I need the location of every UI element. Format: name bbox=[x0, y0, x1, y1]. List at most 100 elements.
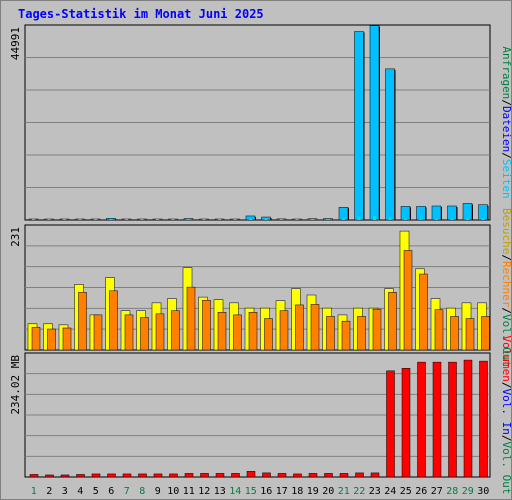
x-tick-label: 23 bbox=[369, 486, 381, 497]
x-tick-label: 30 bbox=[477, 486, 489, 497]
sites-bar bbox=[217, 312, 227, 351]
volume-bar bbox=[293, 473, 302, 478]
x-tick-label: 18 bbox=[291, 486, 303, 497]
volume-bar bbox=[308, 473, 318, 478]
volume-bar bbox=[60, 474, 70, 478]
sites-bar bbox=[310, 304, 320, 351]
volume-bar bbox=[215, 473, 225, 478]
legend-entry: Vol. In bbox=[500, 389, 512, 435]
right-legend: Anfragen/Dateien/Seiten bbox=[500, 46, 512, 198]
volume-bar bbox=[463, 359, 473, 478]
x-tick-label: 15 bbox=[245, 486, 257, 497]
hits-bar bbox=[478, 204, 488, 221]
x-tick-label: 21 bbox=[338, 486, 350, 497]
y-axis-max-label: 234.02 MB bbox=[9, 355, 22, 415]
y-axis-max-label: 231 bbox=[9, 227, 22, 247]
volume-bar bbox=[479, 360, 488, 478]
sites-bar bbox=[62, 327, 72, 351]
pages-bar bbox=[187, 219, 190, 220]
x-tick-label: 29 bbox=[462, 486, 474, 497]
right-legend: Besuche/Rechner/Vol. Out bbox=[500, 208, 512, 367]
legend-entry: Seiten bbox=[500, 159, 512, 199]
x-tick-label: 9 bbox=[155, 486, 161, 497]
x-tick-label: 6 bbox=[108, 486, 114, 497]
sites-bar bbox=[140, 317, 149, 351]
volume-bar bbox=[107, 473, 116, 478]
pages-bar bbox=[311, 219, 314, 220]
x-tick-label: 19 bbox=[307, 486, 319, 497]
pages-bar bbox=[233, 219, 237, 220]
pages-bar bbox=[342, 218, 345, 220]
sites-bar bbox=[31, 327, 41, 351]
legend-entry: Dateien bbox=[500, 106, 512, 152]
x-tick-label: 24 bbox=[384, 486, 396, 497]
pages-bar bbox=[357, 216, 361, 220]
x-tick-label: 8 bbox=[139, 486, 145, 497]
pages-bar bbox=[94, 219, 97, 220]
volume-bar bbox=[417, 361, 426, 478]
x-tick-label: 27 bbox=[431, 486, 443, 497]
sites-bar bbox=[465, 318, 475, 351]
hits-bar bbox=[431, 205, 442, 221]
pages-bar bbox=[481, 218, 485, 220]
pages-bar bbox=[466, 218, 469, 220]
sites-bar bbox=[403, 250, 413, 351]
legend-entry: / bbox=[500, 254, 512, 261]
x-tick-label: 1 bbox=[31, 486, 37, 497]
volume-bar bbox=[339, 473, 349, 478]
sites-bar bbox=[372, 308, 382, 351]
sites-bar bbox=[155, 313, 165, 351]
sites-bar bbox=[109, 290, 118, 351]
pages-bar bbox=[373, 216, 376, 220]
pages-bar bbox=[419, 218, 423, 220]
volume-bar bbox=[370, 472, 380, 478]
x-tick-label: 11 bbox=[183, 486, 195, 497]
sites-bar bbox=[47, 328, 56, 351]
pages-bar bbox=[47, 219, 51, 220]
pages-bar bbox=[125, 219, 128, 220]
pages-bar bbox=[295, 219, 299, 220]
volume-bar bbox=[45, 474, 54, 478]
sites-bar bbox=[171, 310, 180, 351]
pages-bar bbox=[450, 218, 454, 220]
sites-bar bbox=[248, 312, 258, 351]
sites-bar bbox=[78, 292, 87, 351]
sites-bar bbox=[357, 316, 366, 351]
right-legend: Volumen/Vol. In/Vol. Out bbox=[500, 336, 512, 495]
volume-bar bbox=[246, 471, 256, 478]
volume-bar bbox=[355, 472, 364, 478]
pages-bar bbox=[264, 219, 268, 220]
sites-bar bbox=[93, 314, 103, 351]
legend-entry: Besuche bbox=[500, 208, 512, 254]
volume-bar bbox=[138, 473, 147, 478]
x-tick-label: 10 bbox=[167, 486, 179, 497]
x-tick-label: 3 bbox=[62, 486, 68, 497]
chart-title: Tages-Statistik im Monat Juni 2025 bbox=[18, 7, 264, 21]
sites-bar bbox=[279, 310, 289, 351]
hits-bar bbox=[385, 68, 395, 221]
volume-bar bbox=[122, 473, 132, 478]
sites-bar bbox=[419, 273, 428, 351]
sites-bar bbox=[388, 292, 397, 351]
sites-bar bbox=[202, 299, 211, 351]
volume-panel: 234.02 MB Volumen/Vol. In/Vol. Out bbox=[9, 336, 512, 495]
hits-bar bbox=[416, 206, 426, 221]
pages-bar bbox=[435, 218, 438, 220]
legend-entry: / bbox=[500, 307, 512, 314]
volume-bar bbox=[29, 474, 39, 478]
volume-bar bbox=[153, 473, 163, 478]
x-tick-label: 12 bbox=[198, 486, 210, 497]
pages-bar bbox=[109, 219, 113, 220]
pages-bar bbox=[63, 219, 66, 220]
legend-entry: Volumen bbox=[500, 336, 512, 382]
legend-entry: Anfragen bbox=[500, 46, 512, 99]
pages-bar bbox=[388, 217, 392, 220]
sites-bar bbox=[233, 314, 242, 351]
x-tick-label: 4 bbox=[77, 486, 83, 497]
x-tick-label: 22 bbox=[353, 486, 365, 497]
volume-bar bbox=[386, 370, 395, 478]
volume-bar bbox=[262, 472, 271, 478]
sites-bar bbox=[450, 316, 459, 351]
